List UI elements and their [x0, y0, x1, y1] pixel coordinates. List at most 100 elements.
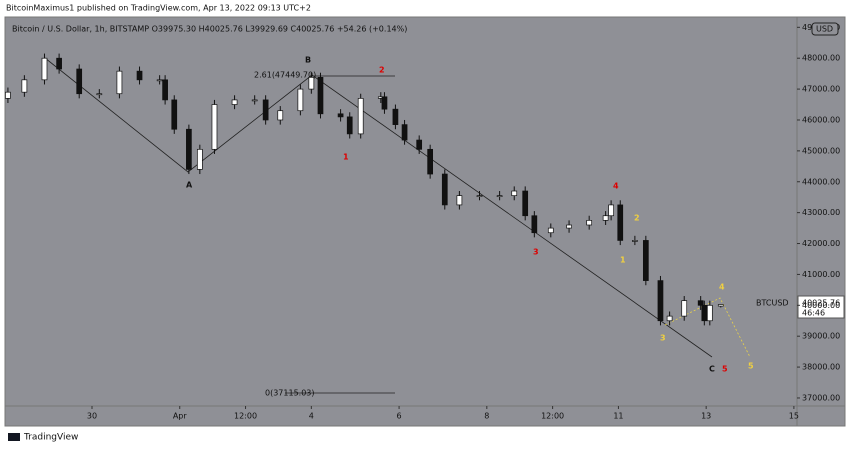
x-tick-label: Apr	[173, 412, 188, 421]
wave-label: C	[709, 365, 715, 374]
wave-label: 2	[634, 214, 640, 223]
wave-label: 1	[343, 153, 349, 162]
symbol-legend: Bitcoin / U.S. Dollar, 1h, BITSTAMP O399…	[12, 25, 407, 34]
candle-body	[56, 57, 62, 70]
candle-body	[608, 204, 614, 217]
candle-body	[162, 79, 168, 101]
chart-panel	[4, 16, 846, 427]
brand-logo	[8, 433, 20, 441]
x-tick-label: 12:00	[541, 412, 564, 421]
candle-body	[186, 128, 192, 170]
candle-body	[717, 304, 724, 307]
y-tick-label: 46000.00	[802, 115, 840, 124]
x-tick-label: 12:00	[234, 412, 257, 421]
candle-body	[317, 77, 324, 115]
candle-body	[346, 116, 353, 135]
candle-body	[476, 195, 483, 198]
candle-body	[231, 99, 238, 105]
wave-label: A	[186, 181, 193, 190]
x-tick-label: 6	[397, 412, 402, 421]
y-tick-label: 48000.00	[802, 54, 840, 63]
candle-body	[701, 304, 708, 322]
y-tick-label: 43000.00	[802, 208, 840, 217]
candle-body	[156, 79, 163, 82]
fib-label: 2.61(47449.70)	[254, 71, 316, 80]
y-tick-label: 42000.00	[802, 239, 840, 248]
candle-body	[171, 99, 178, 130]
candle-body	[657, 280, 664, 322]
candle-body	[196, 148, 203, 170]
x-tick-label: 15	[789, 412, 799, 421]
x-tick-label: 11	[613, 412, 623, 421]
candle-body	[381, 96, 388, 110]
candle-body	[5, 91, 11, 99]
candle-body	[136, 70, 143, 81]
candle-body	[697, 300, 704, 306]
candle-body	[456, 195, 463, 206]
candle-body	[681, 300, 688, 317]
y-tick-label: 37000.00	[802, 393, 840, 402]
candle-body	[511, 190, 518, 197]
wave-label: B	[305, 56, 311, 65]
candle-body	[337, 113, 344, 118]
y-tick-label: 40000.00	[802, 301, 840, 310]
candle-body	[41, 57, 48, 81]
price-badge	[797, 295, 845, 319]
wave-label: 2	[379, 66, 385, 75]
wave-label: 5	[748, 362, 754, 371]
x-tick-label: 8	[484, 412, 489, 421]
fib-label: 0(37115.03)	[265, 389, 315, 398]
candle-body	[401, 124, 408, 141]
y-tick-label: 38000.00	[802, 363, 840, 372]
candle-body	[666, 315, 673, 322]
candle-body	[566, 224, 572, 229]
candle-body	[632, 240, 638, 242]
wave-label: 5	[722, 365, 728, 374]
y-tick-label: 39000.00	[802, 332, 840, 341]
x-tick-label: 13	[701, 412, 711, 421]
wave-label: 3	[533, 248, 539, 257]
symbol-tag: BTCUSD	[756, 299, 789, 308]
wave-label: 3	[660, 334, 666, 343]
last-price: 40025.76	[802, 299, 840, 308]
candle-body	[357, 98, 364, 135]
candle-body	[76, 68, 83, 95]
candle-body	[277, 110, 284, 121]
candle-body	[308, 77, 315, 90]
candle-body	[262, 99, 269, 121]
candle-body	[706, 304, 713, 322]
wave-label: 4	[719, 283, 725, 292]
candle-body	[531, 215, 538, 234]
candle-body	[116, 70, 123, 95]
candle-body	[21, 79, 28, 93]
countdown: 46:46	[802, 309, 825, 318]
y-tick-label: 44000.00	[802, 177, 840, 186]
wave-trendline	[44, 57, 713, 358]
x-tick-label: 4	[309, 412, 314, 421]
wave-label: 1	[620, 256, 626, 265]
candle-body	[617, 204, 624, 241]
brand: TradingView	[23, 433, 78, 443]
candle-body	[586, 220, 593, 226]
currency-badge[interactable]	[811, 22, 839, 36]
candle-body	[496, 195, 503, 198]
y-tick-label: 41000.00	[802, 270, 840, 279]
y-tick-label: 45000.00	[802, 146, 840, 155]
candle-body	[522, 190, 529, 217]
y-tick-label: 47000.00	[802, 85, 840, 94]
candle-body	[427, 148, 434, 175]
candle-body	[416, 139, 423, 150]
candle-body	[602, 215, 609, 221]
candle-body	[547, 227, 554, 234]
wave-label: 4	[613, 182, 619, 191]
publisher: BitcoinMaximus1 published on TradingView…	[6, 4, 311, 13]
candle-body	[251, 99, 258, 102]
currency: USD	[816, 25, 833, 34]
candle-body	[441, 173, 448, 206]
candle-body	[642, 240, 649, 281]
x-tick-label: 30	[87, 412, 97, 421]
candle-body	[392, 108, 399, 125]
candle-body	[96, 93, 103, 96]
candle-body	[211, 104, 218, 150]
